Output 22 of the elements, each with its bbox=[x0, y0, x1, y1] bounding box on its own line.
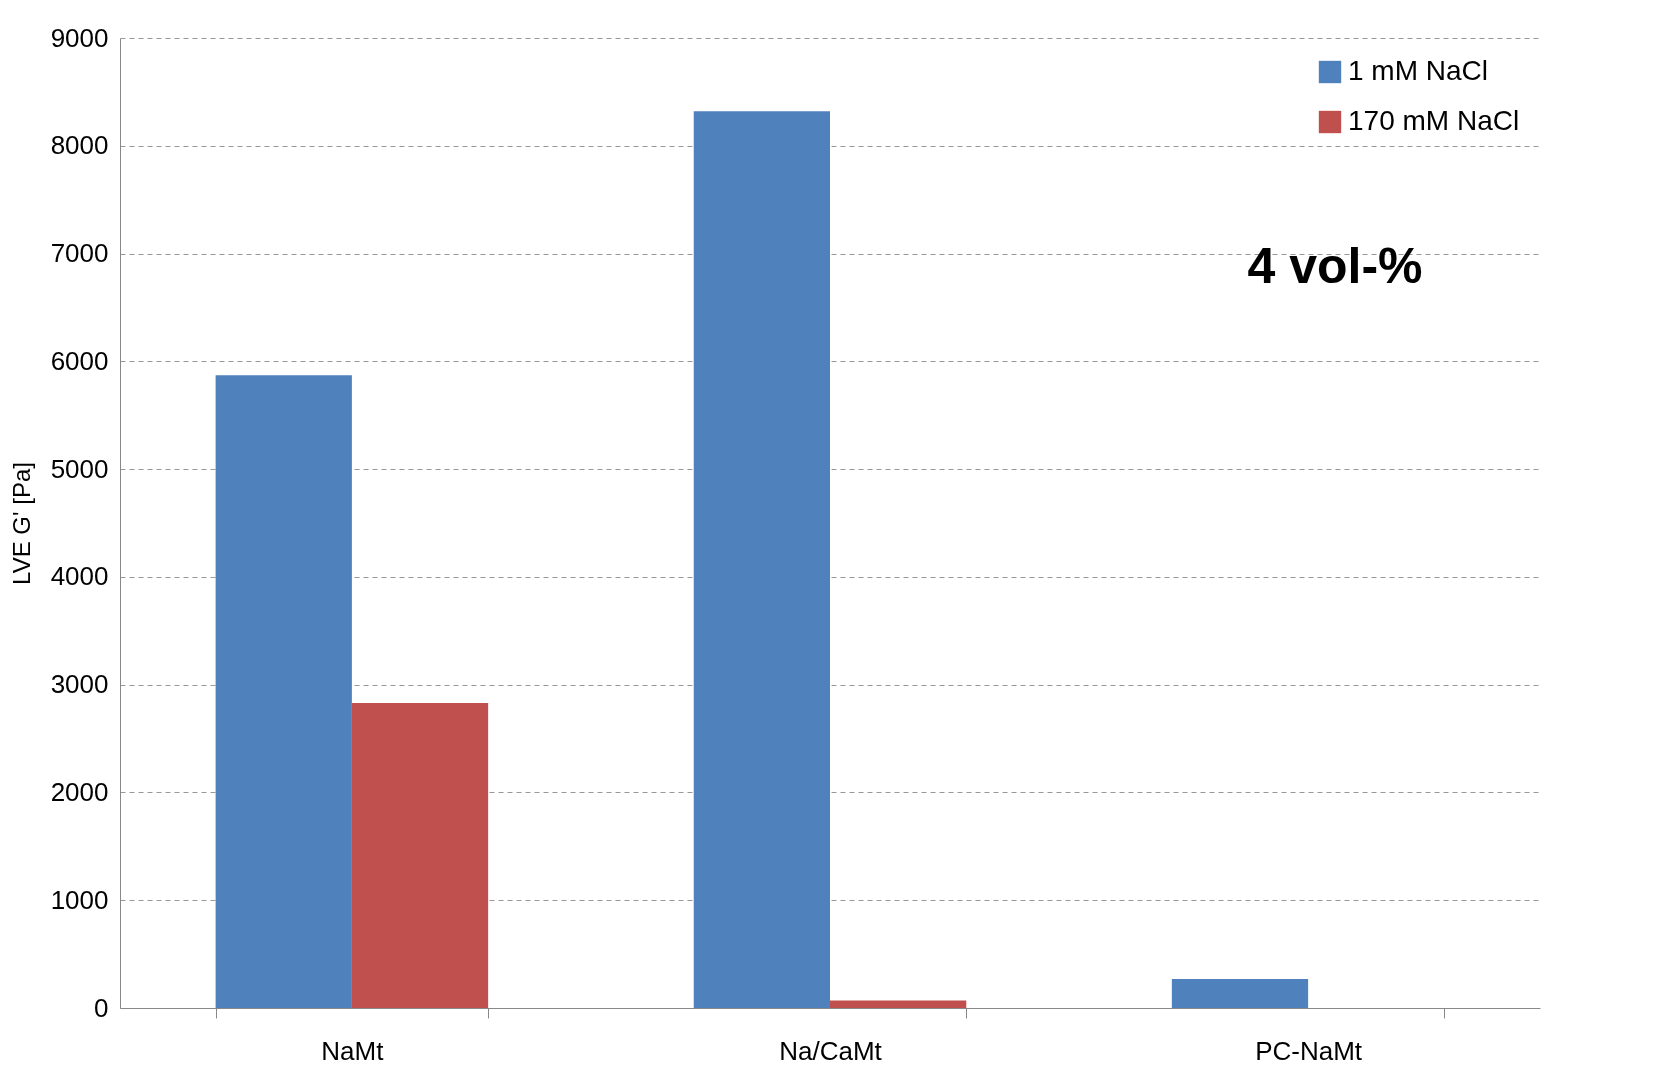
bar bbox=[1171, 978, 1309, 1008]
y-tick-label: 9000 bbox=[50, 22, 109, 53]
legend-label: 170 mM NaCl bbox=[1348, 105, 1520, 136]
x-tick-label: PC-NaMt bbox=[1255, 1035, 1363, 1066]
y-tick-label: 5000 bbox=[50, 453, 109, 484]
y-tick-label: 1000 bbox=[50, 884, 109, 915]
legend-label: 1 mM NaCl bbox=[1348, 55, 1489, 86]
y-tick-label: 4000 bbox=[50, 561, 109, 592]
bar bbox=[215, 375, 352, 1008]
y-axis-title: LVE G' [Pa] bbox=[7, 462, 35, 585]
bar bbox=[830, 1000, 967, 1008]
y-tick-label: 8000 bbox=[50, 130, 109, 161]
y-tick-label: 3000 bbox=[50, 669, 109, 700]
y-tick-label: 0 bbox=[94, 992, 109, 1023]
annotation: 4 vol-% bbox=[1247, 238, 1423, 294]
x-tick-label: Na/CaMt bbox=[779, 1035, 883, 1066]
y-tick-label: 6000 bbox=[50, 345, 109, 376]
y-tick-label: 2000 bbox=[50, 776, 109, 807]
bar bbox=[693, 111, 830, 1008]
y-tick-label: 7000 bbox=[50, 238, 109, 269]
x-tick-label: NaMt bbox=[321, 1035, 385, 1066]
bar bbox=[351, 702, 489, 1008]
